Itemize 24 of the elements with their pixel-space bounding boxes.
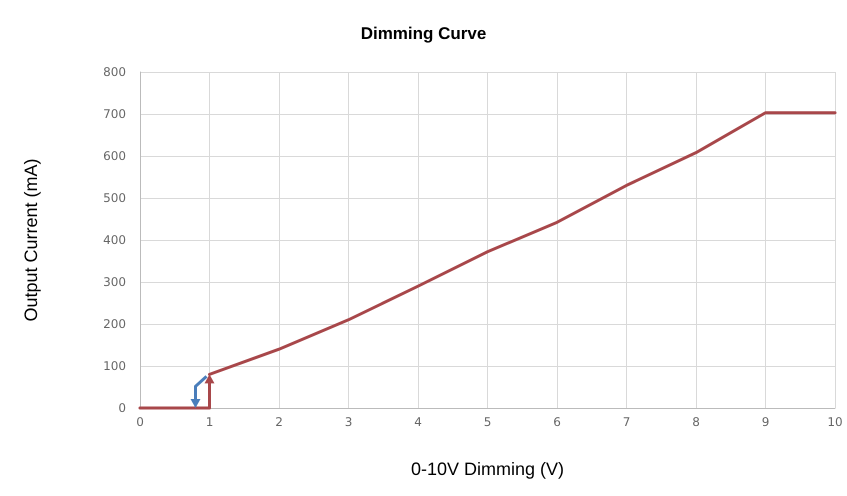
x-tick-label: 1 [206,415,214,429]
y-tick-label: 700 [103,107,126,121]
y-axis-title: Output Current (mA) [21,158,41,322]
y-tick-label: 300 [103,275,126,289]
y-tick-label: 200 [103,317,126,331]
line-series [208,111,836,376]
x-axis-title: 0-10V Dimming (V) [410,459,564,479]
x-tick-label: 5 [484,415,492,429]
y-tick-label: 500 [103,191,126,205]
y-tick-label: 100 [103,359,126,373]
x-tick-label: 3 [344,415,352,429]
x-tick-label: 8 [692,415,700,429]
y-tick-label: 800 [103,65,126,79]
chart-title: Dimming Curve [360,24,486,43]
y-tick-label: 0 [118,401,126,415]
x-tick-label: 9 [762,415,770,429]
y-tick-label: 600 [103,149,126,163]
y-tick-label: 400 [103,233,126,247]
x-tick-label: 7 [622,415,630,429]
x-tick-label: 10 [827,415,843,429]
x-tick-label: 0 [136,415,144,429]
x-tick-label: 2 [275,415,283,429]
x-tick-label: 6 [553,415,561,429]
x-tick-label: 4 [414,415,422,429]
